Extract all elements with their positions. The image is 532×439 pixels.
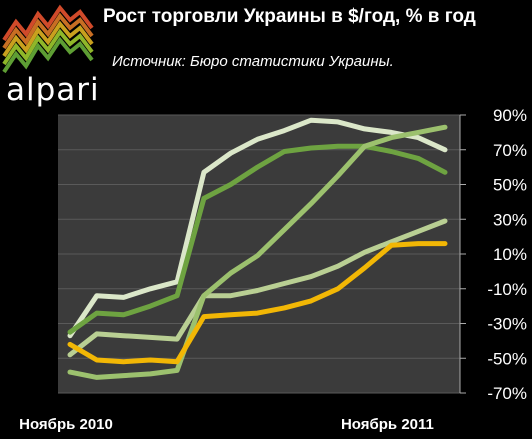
brand-name: alpari <box>6 72 100 108</box>
y-tick-label: 30% <box>493 210 527 229</box>
alpari-logo <box>2 4 94 74</box>
y-tick-label: 70% <box>493 141 527 160</box>
series-line-2 <box>67 143 448 335</box>
x-tick-label: Ноябрь 2011 <box>341 416 434 433</box>
y-tick-label: -50% <box>487 349 527 368</box>
y-tick-label: 50% <box>493 176 527 195</box>
chart-title: Рост торговли Украины в $/год, % в год <box>103 6 476 27</box>
series-line-4 <box>67 124 448 380</box>
series-line-3 <box>67 218 448 358</box>
series-line-1 <box>67 117 448 339</box>
y-tick-label: 10% <box>493 245 527 264</box>
y-tick-label: -30% <box>487 315 527 334</box>
series-line-5 <box>67 241 448 365</box>
y-tick-label: -70% <box>487 384 527 403</box>
y-tick-label: -10% <box>487 280 527 299</box>
y-tick-label: 90% <box>493 106 527 125</box>
x-tick-label: Ноябрь 2010 <box>19 416 113 433</box>
chart-source: Источник: Бюро статистики Украины. <box>112 53 394 70</box>
